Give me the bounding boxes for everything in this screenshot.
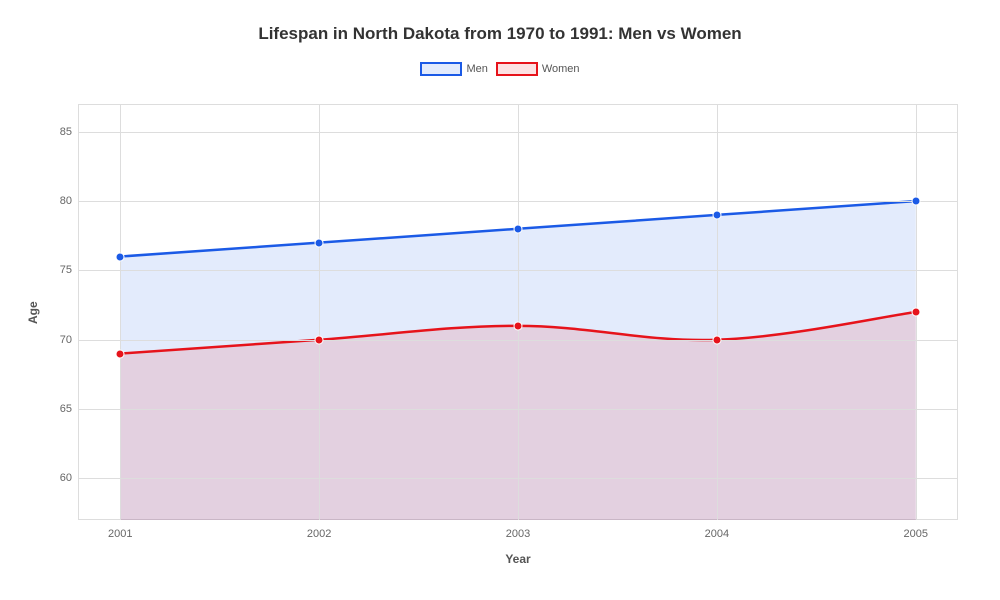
grid-line-v [319, 104, 320, 520]
y-tick: 65 [50, 403, 72, 415]
legend-item-men[interactable]: Men [420, 62, 487, 76]
grid-line-v [518, 104, 519, 520]
legend-swatch-women [496, 62, 538, 76]
chart-title: Lifespan in North Dakota from 1970 to 19… [0, 24, 1000, 44]
legend-label-women: Women [542, 63, 580, 75]
marker-women[interactable] [712, 335, 721, 344]
marker-men[interactable] [712, 210, 721, 219]
grid-line-v [120, 104, 121, 520]
marker-women[interactable] [116, 349, 125, 358]
marker-women[interactable] [514, 321, 523, 330]
x-tick: 2005 [904, 528, 928, 540]
y-tick: 75 [50, 264, 72, 276]
marker-men[interactable] [514, 224, 523, 233]
x-axis-label: Year [78, 552, 958, 566]
y-tick: 80 [50, 195, 72, 207]
x-tick: 2004 [705, 528, 729, 540]
x-tick: 2002 [307, 528, 331, 540]
grid-line-h [78, 132, 958, 133]
y-tick: 85 [50, 126, 72, 138]
marker-women[interactable] [315, 335, 324, 344]
grid-line-v [717, 104, 718, 520]
legend: Men Women [0, 62, 1000, 76]
grid-line-h [78, 340, 958, 341]
x-tick: 2001 [108, 528, 132, 540]
x-tick: 2003 [506, 528, 530, 540]
y-tick: 60 [50, 472, 72, 484]
marker-men[interactable] [116, 252, 125, 261]
legend-label-men: Men [466, 63, 487, 75]
marker-women[interactable] [911, 308, 920, 317]
y-tick: 70 [50, 334, 72, 346]
marker-men[interactable] [315, 238, 324, 247]
plot-area [78, 104, 958, 520]
legend-swatch-men [420, 62, 462, 76]
legend-item-women[interactable]: Women [496, 62, 580, 76]
grid-line-h [78, 478, 958, 479]
y-axis-label: Age [26, 301, 40, 324]
grid-line-h [78, 201, 958, 202]
grid-line-h [78, 409, 958, 410]
marker-men[interactable] [911, 197, 920, 206]
grid-line-h [78, 270, 958, 271]
